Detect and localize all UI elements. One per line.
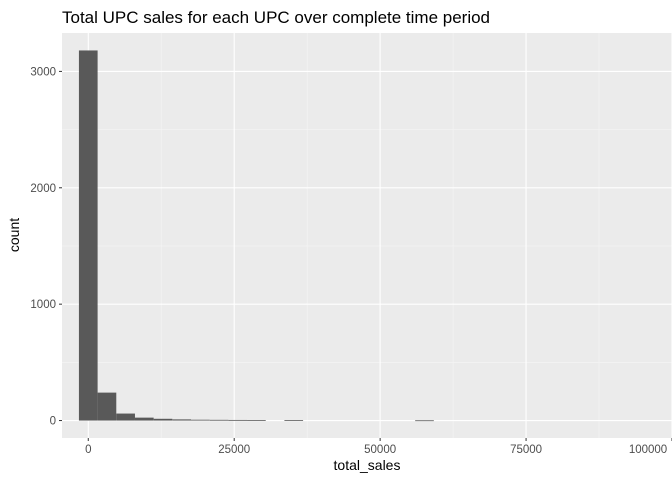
histogram-bar-8	[228, 419, 248, 421]
y-tick-label: 1000	[30, 299, 56, 311]
y-axis-title: count	[6, 218, 22, 252]
histogram-bars	[78, 50, 434, 422]
histogram-bar-4	[153, 418, 173, 421]
histogram-bar-0	[78, 50, 98, 421]
histogram-bar-7	[209, 419, 229, 421]
histogram-bar-10	[284, 420, 304, 421]
histogram-bar-9	[247, 420, 266, 421]
minor-gridlines	[62, 33, 672, 438]
histogram-bar-11	[415, 420, 434, 422]
x-tick-label: 75000	[510, 444, 542, 456]
y-tick-label: 2000	[30, 183, 56, 195]
x-tick-label: 100000	[629, 444, 667, 456]
histogram-bar-1	[97, 392, 117, 421]
x-axis-ticks: 0 25000 50000 75000 100000	[85, 438, 672, 456]
chart-title: Total UPC sales for each UPC over comple…	[62, 8, 490, 27]
x-tick-label: 0	[85, 444, 91, 456]
histogram-bar-5	[172, 419, 192, 421]
histogram-bar-2	[116, 413, 135, 421]
histogram-bar-6	[191, 419, 210, 421]
plot-panel	[62, 33, 672, 438]
x-axis-title: total_sales	[334, 457, 401, 473]
y-tick-label: 0	[50, 416, 56, 428]
x-tick-label: 25000	[218, 444, 250, 456]
y-tick-label: 3000	[30, 66, 56, 78]
x-tick-label: 50000	[364, 444, 396, 456]
y-axis-ticks: 0 1000 2000 3000	[30, 66, 62, 428]
histogram-bar-3	[134, 417, 154, 421]
